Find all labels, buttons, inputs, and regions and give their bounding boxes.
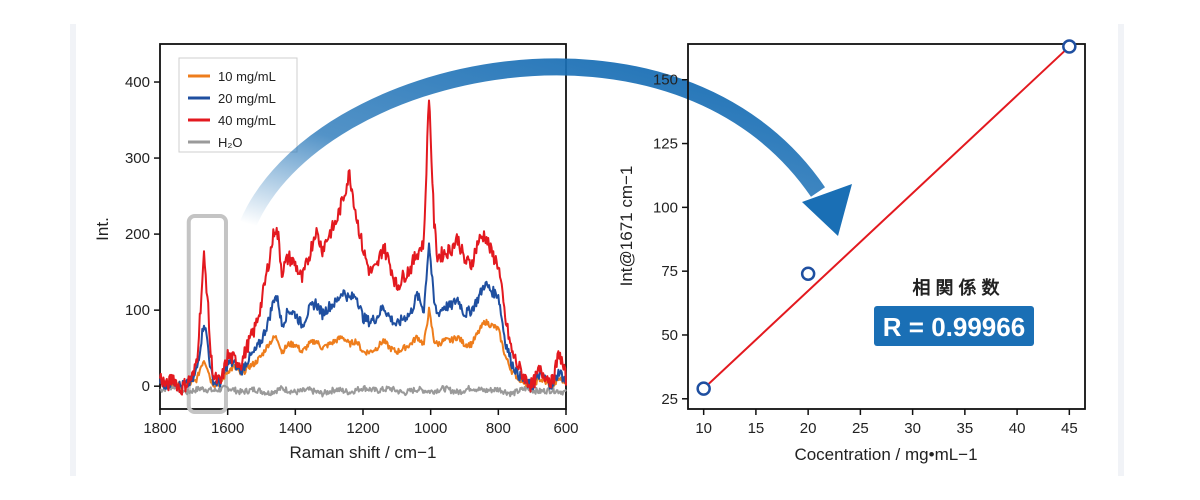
calibration-x-tick-label: 30 [904,420,921,437]
spectrum-series-line [159,384,567,398]
legend-label-10: 10 mg/mL [218,69,276,84]
calibration-chart: 10 15 20 25 30 35 40 45 25 50 75 100 125 150 Cocentra… [617,39,1086,464]
spectrum-y-tick-label: 400 [125,74,150,91]
legend-label-40: 40 mg/mL [218,113,276,128]
spectrum-ticks: 1800 1600 1400 1200 1000 800 600 0 100 200 300 400 [125,74,579,437]
spectrum-x-tick-label: 1400 [279,420,312,437]
calibration-x-tick-label: 25 [852,420,869,437]
spectrum-series-line [159,99,567,396]
spectrum-y-tick-label: 300 [125,150,150,167]
spectrum-x-tick-label: 1000 [414,420,447,437]
spectrum-x-tick-label: 1800 [143,420,176,437]
correlation-value: R = 0.99966 [883,312,1025,342]
legend-label-20: 20 mg/mL [218,91,276,106]
highlight-region-box [186,214,228,414]
spectrum-y-tick-label: 200 [125,226,150,243]
correlation-value-box [874,306,1034,346]
calibration-point [1062,39,1077,54]
spectrum-x-tick-label: 1200 [346,420,379,437]
legend-label-h2o: H₂O [218,135,243,150]
arrow-head [802,184,852,236]
spectrum-series-group [159,99,567,398]
calibration-fit-group [702,45,1071,390]
spectrum-x-axis-label: Raman shift / cm−1 [290,443,437,462]
arrow-shaft [240,58,826,228]
spectrum-y-axis-label: Int. [93,217,112,241]
calibration-x-tick-label: 10 [695,420,712,437]
calibration-y-tick-label: 125 [653,136,678,153]
figure: 1800 1600 1400 1200 1000 800 6000100200300400 … [93,39,1086,464]
calibration-y-tick-label: 75 [661,263,678,280]
calibration-x-tick-label: 15 [748,420,765,437]
calibration-y-tick-label: 25 [661,391,678,408]
spectrum-y-tick-label: 0 [142,378,150,395]
calibration-y-tick-label: 50 [661,327,678,344]
calibration-fit-line [702,45,1071,390]
calibration-points-group [696,39,1077,396]
spectrum-legend: 10 mg/mL 20 mg/mL 40 mg/mL H₂O [178,57,298,153]
calibration-point [696,381,711,396]
calibration-y-tick-label: 100 [653,199,678,216]
spectrum-y-tick-label: 100 [125,302,150,319]
calibration-plot-frame [687,43,1086,410]
calibration-y-tick-label: 150 [653,72,678,89]
curved-arrow-icon [240,58,852,236]
figure-panel: 1800 1600 1400 1200 1000 800 600 0 100 200 300 400 … [76,24,1118,476]
raman-spectrum-chart: 1800 1600 1400 1200 1000 800 6000100200300400 … [93,43,579,462]
calibration-x-tick-label: 20 [800,420,817,437]
calibration-x-axis-label: Cocentration / mg•mL−1 [794,445,977,464]
calibration-x-tick-label: 40 [1009,420,1026,437]
correlation-coefficient-label: 相 関 係 数 [912,277,1000,298]
calibration-x-tick-label: 45 [1061,420,1078,437]
calibration-point [800,266,816,281]
calibration-x-tick-label: 35 [957,420,974,437]
spectrum-x-tick-label: 800 [486,420,511,437]
spectrum-x-tick-label: 1600 [211,420,244,437]
spectrum-x-tick-label: 600 [553,420,578,437]
legend-box [178,57,298,153]
calibration-ticks: 10 15 20 25 30 35 40 45 25 50 75 100 125 150 [653,72,1078,437]
calibration-y-axis-label: Int@1671 cm−1 [617,166,636,287]
